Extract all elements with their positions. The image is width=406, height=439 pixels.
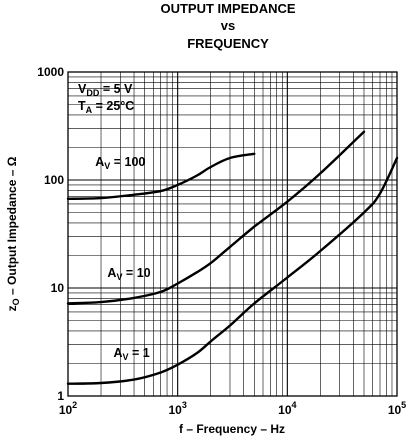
x-tick-label: 104: [278, 400, 296, 417]
condition-vdd: VDD = 5 V: [78, 82, 133, 98]
condition-ta: TA = 25°C: [78, 99, 134, 115]
x-axis-label: f – Frequency – Hz: [179, 422, 285, 436]
x-tick-label: 105: [388, 400, 406, 417]
chart-title-line-2: vs: [221, 18, 235, 33]
y-tick-label: 1: [57, 389, 64, 403]
x-tick-label: 102: [59, 400, 77, 417]
curves: [66, 130, 399, 385]
y-tick-label: 10: [51, 281, 65, 295]
series-line-1: [66, 130, 366, 305]
conditions: VDD = 5 V TA = 25°C: [78, 82, 134, 115]
series-line-2: [66, 156, 399, 385]
chart-title-line-3: FREQUENCY: [187, 36, 269, 51]
series-label-av-100: AV = 100: [95, 155, 145, 171]
tick-labels: 1 10 100 1000 102 103 104 105: [37, 65, 406, 417]
series-label-av-10: AV = 10: [107, 266, 150, 282]
plot-frame: [67, 71, 398, 397]
grid: [68, 72, 397, 396]
y-axis-label: zO – Output Impedance – Ω: [5, 156, 21, 311]
series-line-0: [66, 152, 256, 200]
chart-title-line-1: OUTPUT IMPEDANCE: [160, 1, 295, 16]
y-tick-label: 1000: [37, 65, 64, 79]
y-tick-label: 100: [44, 173, 64, 187]
series-label-av-1: AV = 1: [113, 346, 149, 362]
x-tick-label: 103: [168, 400, 186, 417]
